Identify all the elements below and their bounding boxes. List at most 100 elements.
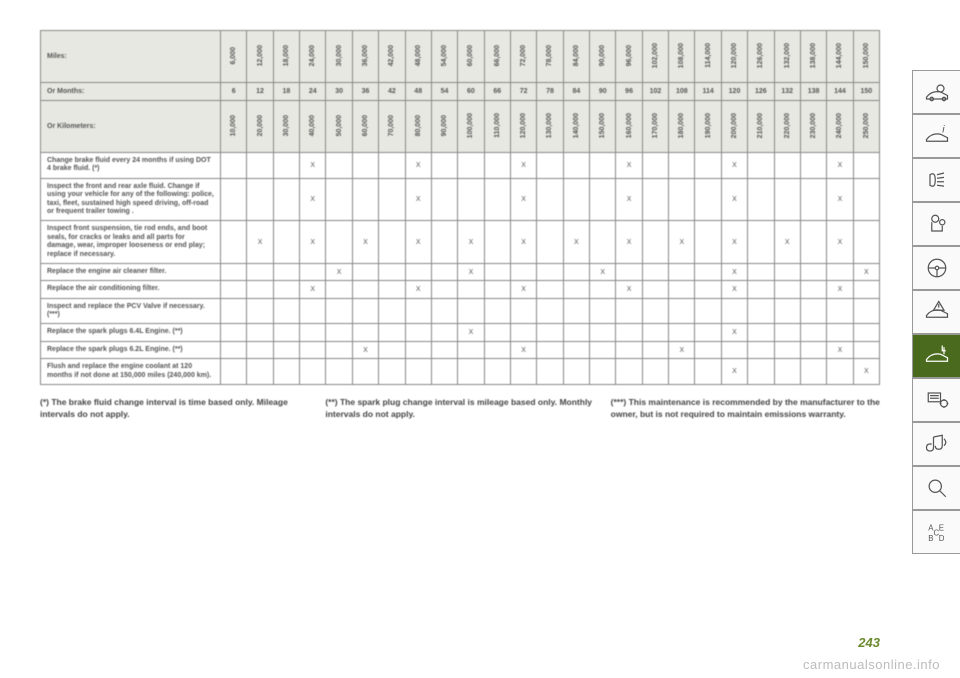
- cell: [590, 341, 616, 358]
- months-col-9: 60: [458, 83, 484, 101]
- cell: X: [827, 153, 853, 179]
- miles-col-1: 12,000: [247, 31, 273, 83]
- months-col-16: 102: [642, 83, 668, 101]
- cell: [273, 359, 299, 385]
- months-col-1: 12: [247, 83, 273, 101]
- cell: [537, 178, 563, 221]
- cell: [221, 324, 247, 341]
- cell: [273, 153, 299, 179]
- row-label: Replace the air conditioning filter.: [41, 281, 221, 298]
- miles-col-14: 90,000: [590, 31, 616, 83]
- cell: [800, 153, 826, 179]
- cell: X: [827, 341, 853, 358]
- cell: X: [352, 341, 378, 358]
- months-col-14: 90: [590, 83, 616, 101]
- cell: [273, 298, 299, 324]
- cell: [590, 153, 616, 179]
- sidebar-warning-icon[interactable]: [912, 290, 960, 334]
- miles-col-15: 96,000: [616, 31, 642, 83]
- cell: [800, 178, 826, 221]
- sidebar-seat-icon[interactable]: [912, 202, 960, 246]
- cell: X: [616, 221, 642, 264]
- km-label: Or Kilometers:: [41, 101, 221, 153]
- months-col-22: 138: [800, 83, 826, 101]
- cell: [563, 281, 589, 298]
- cell: [642, 221, 668, 264]
- cell: [326, 341, 352, 358]
- cell: [642, 178, 668, 221]
- cell: X: [616, 178, 642, 221]
- miles-col-2: 18,000: [273, 31, 299, 83]
- cell: [537, 324, 563, 341]
- cell: [247, 178, 273, 221]
- cell: X: [458, 263, 484, 280]
- cell: [379, 263, 405, 280]
- cell: [695, 263, 721, 280]
- miles-col-18: 114,000: [695, 31, 721, 83]
- km-col-10: 110,000: [484, 101, 510, 153]
- cell: [748, 324, 774, 341]
- miles-col-6: 42,000: [379, 31, 405, 83]
- sidebar-steering-icon[interactable]: [912, 246, 960, 290]
- cell: [484, 341, 510, 358]
- footnote-c: (***) This maintenance is recommended by…: [611, 397, 880, 420]
- sidebar-vehicle-icon[interactable]: [912, 70, 960, 114]
- cell: [853, 298, 879, 324]
- cell: X: [300, 153, 326, 179]
- cell: [616, 298, 642, 324]
- cell: [352, 263, 378, 280]
- page-content: Miles: 6,00012,00018,00024,00030,00036,0…: [40, 30, 880, 650]
- months-col-6: 42: [379, 83, 405, 101]
- sidebar-service-icon[interactable]: [912, 334, 960, 378]
- cell: [510, 263, 536, 280]
- cell: [431, 263, 457, 280]
- sidebar-media-icon[interactable]: [912, 422, 960, 466]
- miles-col-10: 66,000: [484, 31, 510, 83]
- cell: [221, 281, 247, 298]
- miles-col-20: 126,000: [748, 31, 774, 83]
- cell: [642, 263, 668, 280]
- sidebar-info-icon[interactable]: i: [912, 114, 960, 158]
- cell: [458, 359, 484, 385]
- km-col-23: 240,000: [827, 101, 853, 153]
- sidebar-search-icon[interactable]: [912, 466, 960, 510]
- cell: [458, 281, 484, 298]
- miles-col-9: 60,000: [458, 31, 484, 83]
- km-col-3: 40,000: [300, 101, 326, 153]
- sidebar-lights-icon[interactable]: [912, 158, 960, 202]
- cell: [827, 359, 853, 385]
- miles-col-22: 138,000: [800, 31, 826, 83]
- cell: [326, 324, 352, 341]
- cell: [853, 153, 879, 179]
- cell: [669, 324, 695, 341]
- cell: [695, 178, 721, 221]
- cell: [537, 263, 563, 280]
- cell: [484, 298, 510, 324]
- cell: [352, 281, 378, 298]
- cell: [537, 359, 563, 385]
- cell: [748, 263, 774, 280]
- miles-col-17: 108,000: [669, 31, 695, 83]
- cell: [300, 263, 326, 280]
- km-header-row: Or Kilometers: 10,00020,00030,00040,0005…: [41, 101, 880, 153]
- months-col-19: 120: [721, 83, 747, 101]
- footnote-b: (**) The spark plug change interval is m…: [325, 397, 594, 420]
- months-col-5: 36: [352, 83, 378, 101]
- table-row: Replace the engine air cleaner filter.XX…: [41, 263, 880, 280]
- cell: X: [669, 221, 695, 264]
- row-label: Inspect front suspension, tie rod ends, …: [41, 221, 221, 264]
- svg-text:D: D: [938, 534, 944, 543]
- miles-col-13: 84,000: [563, 31, 589, 83]
- cell: [853, 341, 879, 358]
- cell: [642, 281, 668, 298]
- cell: [379, 153, 405, 179]
- months-col-17: 108: [669, 83, 695, 101]
- cell: [431, 281, 457, 298]
- sidebar-settings-icon[interactable]: [912, 378, 960, 422]
- cell: [247, 298, 273, 324]
- miles-col-23: 144,000: [827, 31, 853, 83]
- sidebar-index-icon[interactable]: AEBDC: [912, 510, 960, 554]
- cell: [642, 324, 668, 341]
- cell: X: [300, 281, 326, 298]
- cell: [695, 324, 721, 341]
